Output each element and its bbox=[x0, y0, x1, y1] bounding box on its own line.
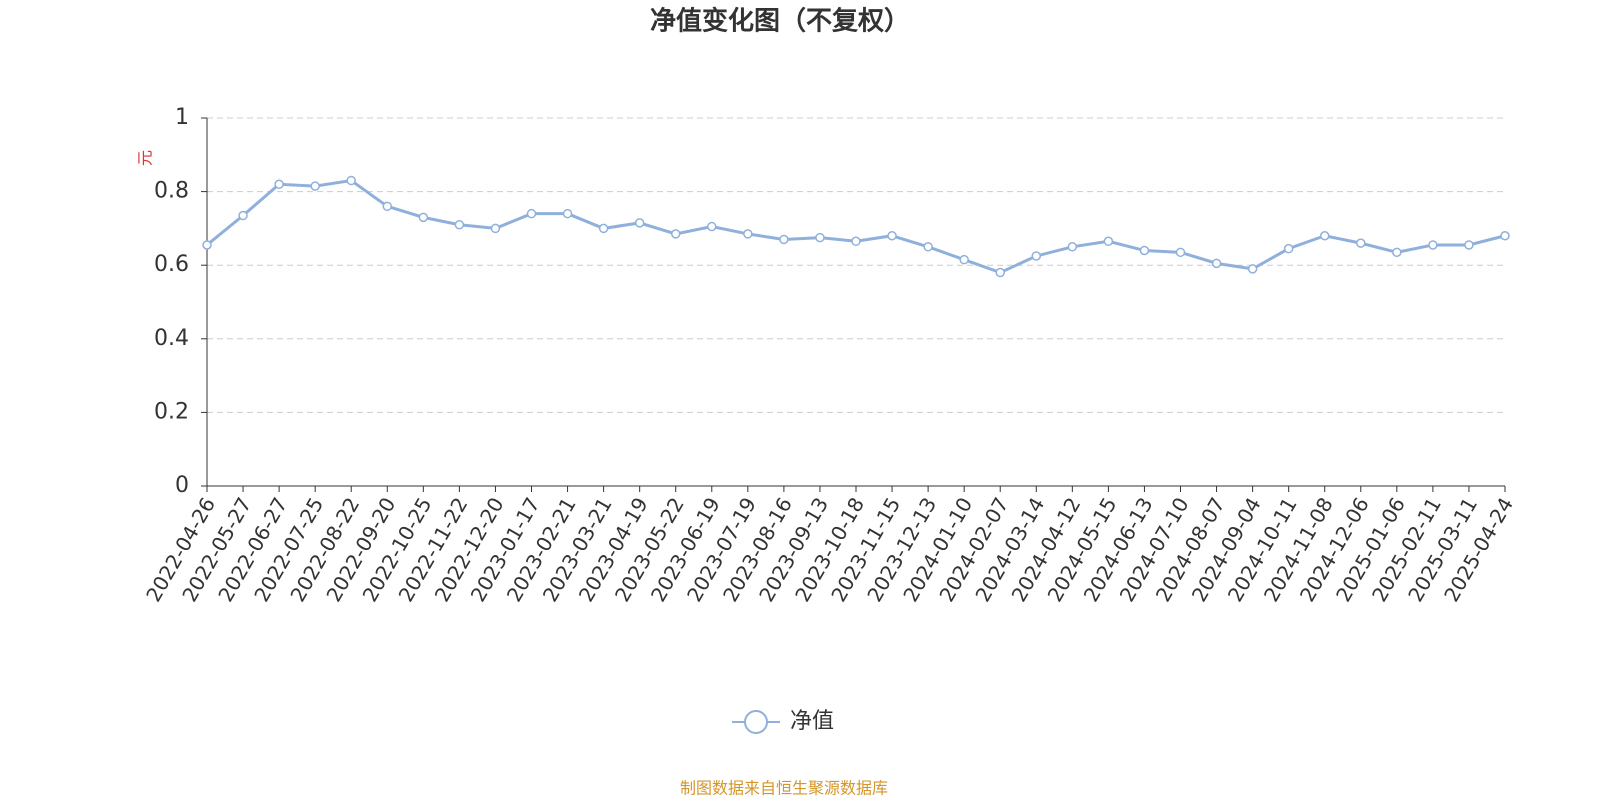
data-point bbox=[382, 201, 393, 212]
data-point bbox=[274, 179, 284, 189]
data-point bbox=[923, 242, 933, 252]
data-point bbox=[959, 254, 969, 265]
data-point bbox=[815, 232, 825, 243]
y-tick-label: 0 bbox=[175, 473, 189, 498]
data-point bbox=[346, 175, 356, 186]
data-point bbox=[743, 229, 753, 239]
data-point bbox=[1139, 245, 1150, 256]
data-point bbox=[598, 223, 609, 234]
data-point bbox=[1464, 240, 1474, 250]
y-axis-label: 元 bbox=[136, 150, 155, 166]
data-point bbox=[1500, 231, 1510, 241]
data-point bbox=[490, 223, 501, 234]
data-point bbox=[1283, 243, 1294, 254]
data-point bbox=[1175, 247, 1186, 258]
data-point bbox=[634, 218, 645, 228]
data-point bbox=[526, 208, 537, 219]
y-tick-label: 0.4 bbox=[154, 326, 189, 351]
data-point bbox=[1319, 231, 1330, 241]
data-point bbox=[1031, 251, 1042, 261]
data-point bbox=[1356, 238, 1366, 248]
data-point bbox=[202, 240, 212, 250]
legend-label: 净值 bbox=[790, 709, 834, 734]
data-point bbox=[1247, 264, 1258, 274]
legend-marker bbox=[744, 710, 768, 734]
data-point bbox=[670, 229, 681, 239]
y-tick-label: 0.2 bbox=[154, 399, 189, 424]
data-point bbox=[562, 208, 573, 219]
data-point bbox=[310, 181, 320, 191]
data-point bbox=[1428, 240, 1438, 250]
chart-title: 净值变化图（不复权） bbox=[650, 6, 910, 37]
data-point bbox=[779, 234, 789, 245]
data-point bbox=[887, 231, 897, 241]
data-point bbox=[707, 221, 717, 232]
data-point bbox=[995, 267, 1005, 278]
y-tick-label: 0.8 bbox=[154, 179, 189, 204]
y-tick-label: 1 bbox=[175, 105, 189, 130]
data-point bbox=[418, 212, 429, 223]
source-note: 制图数据来自恒生聚源数据库 bbox=[680, 779, 888, 798]
series-line bbox=[206, 178, 1506, 275]
data-point bbox=[238, 210, 248, 221]
y-tick-label: 0.6 bbox=[154, 252, 189, 277]
data-point bbox=[1067, 242, 1078, 252]
data-point bbox=[454, 219, 465, 230]
data-point bbox=[1211, 258, 1222, 269]
data-point bbox=[851, 236, 861, 247]
data-point bbox=[1103, 236, 1114, 247]
data-point bbox=[1392, 247, 1402, 258]
